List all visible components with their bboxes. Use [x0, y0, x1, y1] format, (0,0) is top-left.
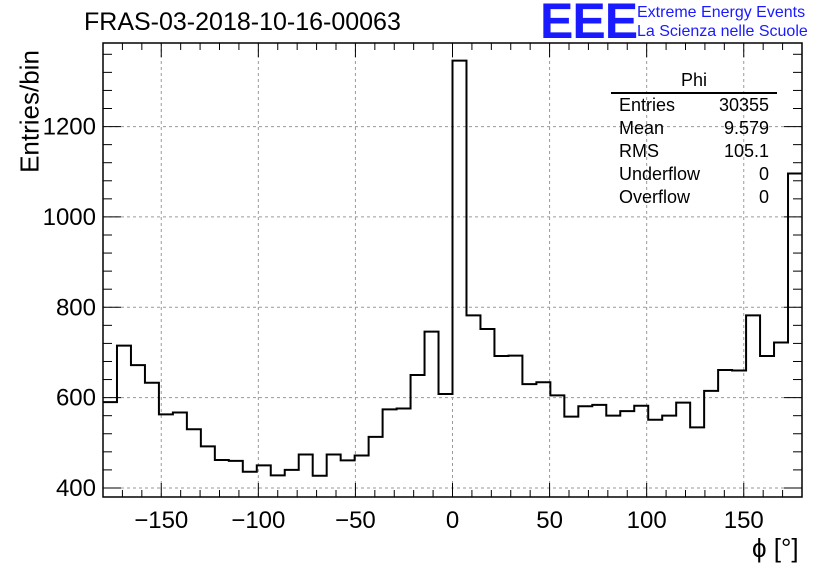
y-axis-label: Entries/bin	[14, 50, 45, 173]
stats-value: 105.1	[723, 141, 769, 161]
chart-title: FRAS-03-2018-10-16-00063	[84, 8, 401, 36]
stats-row-underflow: Underflow 0	[611, 163, 777, 186]
logo-line-1: Extreme Energy Events	[637, 4, 806, 21]
stats-label: Overflow	[619, 187, 691, 207]
x-tick-label: −50	[335, 507, 376, 534]
stats-label: Mean	[619, 118, 665, 138]
stats-title: Phi	[611, 70, 777, 94]
stats-value: 30355	[718, 95, 769, 115]
y-tick-label: 1000	[43, 204, 96, 231]
stats-value: 9.579	[723, 118, 769, 138]
y-tick-label: 600	[56, 385, 96, 412]
grid	[103, 43, 802, 497]
tick-labels: −150 −100 −50 0 50 100 150 400 600 800 1000 1200	[43, 114, 764, 534]
stats-row-overflow: Overflow 0	[611, 186, 777, 209]
x-tick-label: 100	[627, 507, 667, 534]
x-tick-label: 0	[446, 507, 459, 534]
histogram-line	[103, 59, 802, 477]
x-tick-label: −150	[134, 507, 188, 534]
x-tick-label: −100	[231, 507, 285, 534]
eee-logo: EEE	[540, 0, 638, 49]
logo-text: Extreme Energy Events La Scienza nelle S…	[637, 3, 808, 41]
y-tick-label: 1200	[43, 114, 96, 141]
stats-value: 0	[758, 164, 769, 184]
histogram-step	[103, 59, 802, 477]
stats-row-mean: Mean 9.579	[611, 117, 777, 140]
stats-row-rms: RMS 105.1	[611, 140, 777, 163]
axis-ticks	[102, 43, 803, 497]
stats-label: Entries	[619, 95, 676, 115]
x-tick-label: 150	[724, 507, 764, 534]
stats-label: Underflow	[619, 164, 701, 184]
x-tick-label: 50	[536, 507, 563, 534]
stats-label: RMS	[619, 141, 659, 161]
stats-value: 0	[758, 187, 769, 207]
logo-line-2: La Scienza nelle Scuole	[637, 23, 808, 40]
y-tick-label: 400	[56, 475, 96, 502]
x-axis-label: ϕ [°]	[752, 533, 799, 563]
y-tick-label: 800	[56, 294, 96, 321]
stats-box: Phi Entries 30355 Mean 9.579 RMS 105.1 U…	[611, 70, 777, 209]
stats-row-entries: Entries 30355	[611, 94, 777, 117]
